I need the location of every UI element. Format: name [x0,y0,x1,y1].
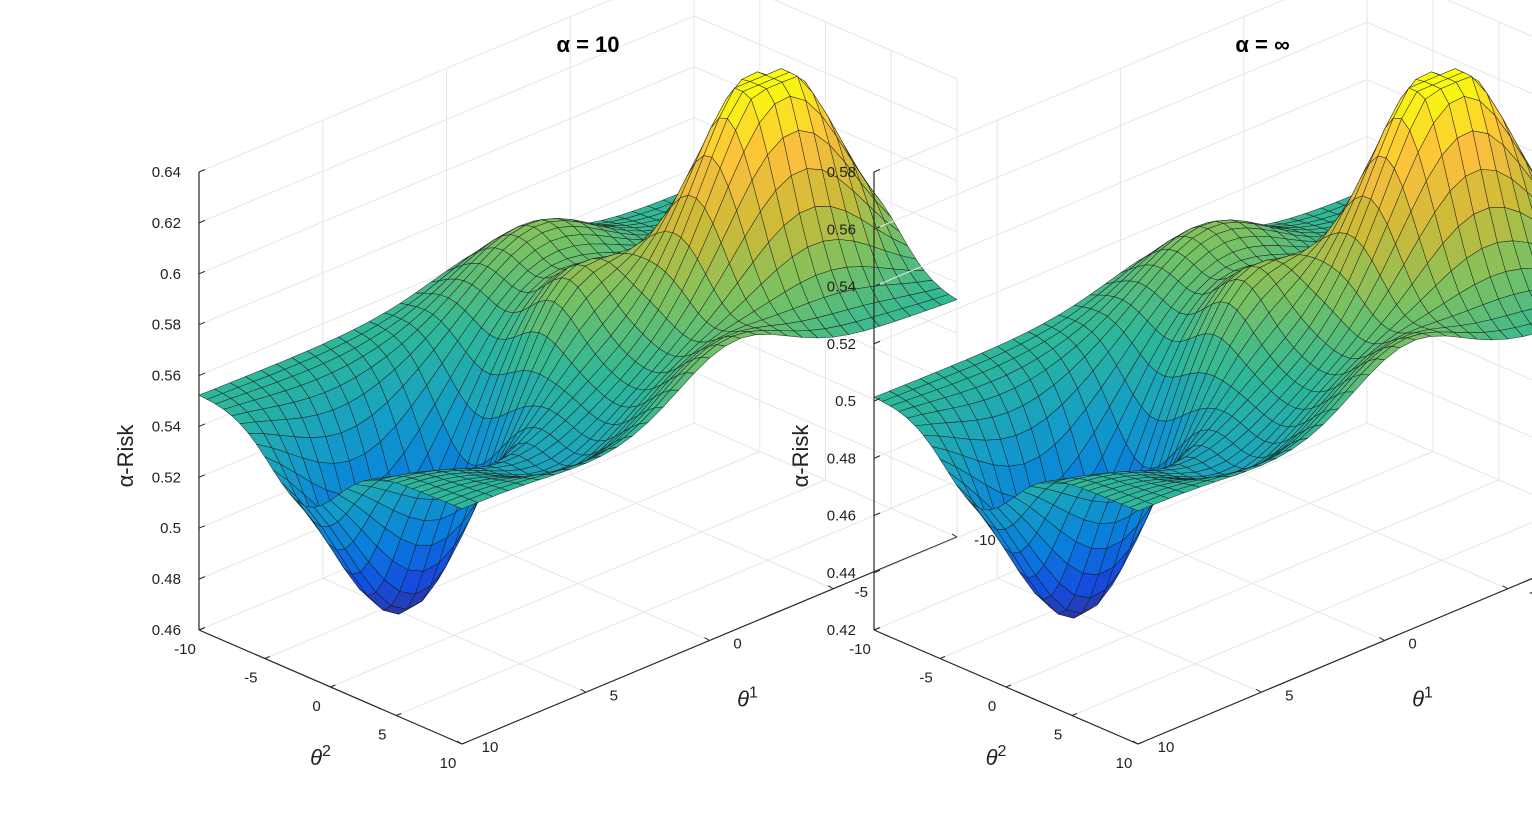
surface-patch [453,499,479,510]
theta2-ticks: -10 -5 0 5 10 [174,627,468,772]
z-tick-label: 0.48 [152,571,181,588]
z-ticks: 0.46 0.48 0.5 0.52 0.54 0.56 0.58 0.6 0.62 0.64 [152,164,206,639]
panel-alpha-10: 0.46 0.48 0.5 0.52 0.54 0.56 0.58 0.6 0.62 0.64 -1… [113,0,996,772]
theta2-tick-label: 0 [312,698,320,715]
z-tick-label: 0.56 [152,368,181,385]
z-tick-label: 0.58 [152,317,181,334]
theta1-tick-label: 5 [610,687,618,704]
theta1-tick-label: 10 [482,739,499,756]
z-tick-label: 0.62 [152,215,181,232]
theta1-tick-label: -5 [855,584,868,601]
theta2-tick-label: -10 [174,641,196,658]
theta1-axis-label: θ1 [1412,685,1433,712]
theta2-tick-label: 5 [378,727,386,744]
theta1-tick-label: 0 [733,636,741,653]
z-tick-label: 0.42 [827,622,856,639]
theta1-tick-label: 5 [1285,687,1293,704]
theta1-tick-label: -10 [974,532,996,549]
z-tick-label: 0.44 [827,565,856,582]
theta2-tick-label: -10 [849,641,871,658]
z-tick-label: 0.58 [827,164,856,181]
z-tick-label: 0.46 [827,508,856,525]
z-tick-label: 0.46 [152,622,181,639]
theta2-tick-label: -5 [919,670,932,687]
z-tick-label: 0.54 [827,279,856,296]
theta2-axis-label: θ2 [310,743,331,770]
theta2-ticks: -10 -5 0 5 10 [849,627,1144,772]
z-tick-label: 0.48 [827,450,856,467]
z-axis-label: α-Risk [113,424,138,488]
theta1-tick-label: 10 [1158,739,1175,756]
z-axis-label: α-Risk [788,424,813,488]
panel-alpha-inf: 0.42 0.44 0.46 0.48 0.5 0.52 0.54 0.56 0.58 -10 -5… [788,0,1532,772]
theta2-tick-label: -5 [244,670,257,687]
z-tick-label: 0.52 [152,469,181,486]
theta1-tick-label: -5 [1529,584,1532,601]
z-tick-label: 0.54 [152,418,181,435]
theta2-tick-label: 10 [440,755,457,772]
theta1-tick-label: 0 [1408,636,1416,653]
z-ticks: 0.42 0.44 0.46 0.48 0.5 0.52 0.54 0.56 0.58 [827,164,881,639]
surface [873,68,1532,619]
z-tick-label: 0.5 [835,393,856,410]
surface [198,68,958,615]
theta2-axis-label: θ2 [986,743,1007,770]
theta2-tick-label: 10 [1116,755,1133,772]
surface-patch [1129,501,1155,512]
surface-patch [1526,190,1532,211]
theta1-ticks: -10 -5 0 5 10 [456,532,996,756]
z-tick-label: 0.64 [152,164,181,181]
chart-title: α = ∞ [1235,32,1289,57]
theta2-tick-label: 5 [1054,727,1062,744]
z-tick-label: 0.56 [827,221,856,238]
chart-title: α = 10 [556,32,619,57]
z-tick-label: 0.6 [160,266,181,283]
z-tick-label: 0.5 [160,520,181,537]
theta2-tick-label: 0 [988,698,996,715]
theta1-axis-label: θ1 [737,685,758,712]
z-tick-label: 0.52 [827,336,856,353]
